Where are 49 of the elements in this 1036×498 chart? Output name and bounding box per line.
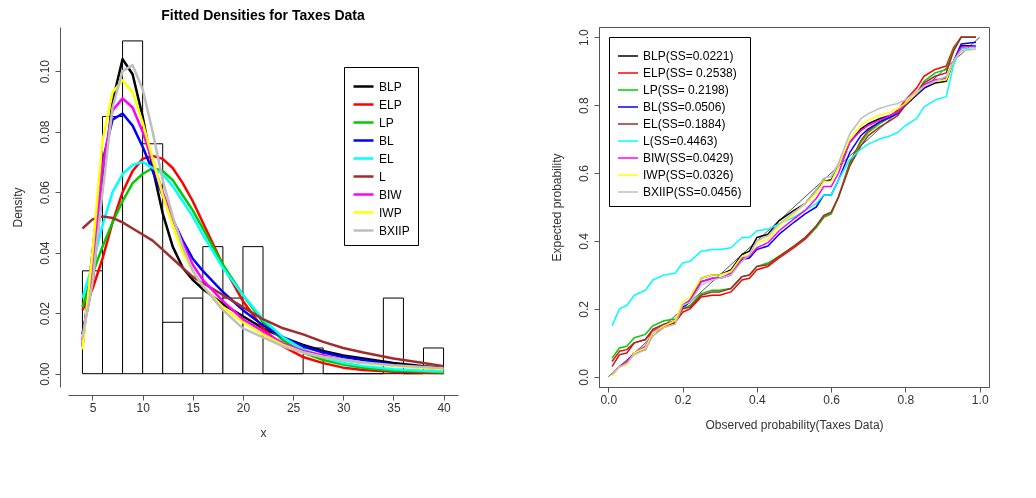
legend-label: IWP(SS=0.0326) bbox=[643, 168, 734, 182]
x-tick-label: 5 bbox=[89, 400, 97, 415]
y-axis-title: Expected probability bbox=[549, 153, 564, 262]
legend-label: BL(SS=0.0506) bbox=[643, 100, 726, 114]
y-axis-title: Density bbox=[10, 187, 25, 228]
y-tick-label: 0.04 bbox=[37, 241, 52, 265]
legend-label: BLP(SS=0.0221) bbox=[643, 49, 734, 63]
chart-title: Fitted Densities for Taxes Data bbox=[161, 7, 365, 23]
legend-label: ELP(SS= 0.2538) bbox=[643, 66, 737, 80]
x-axis-title: Observed probability(Taxes Data) bbox=[705, 417, 884, 432]
legend-label: BIW bbox=[379, 187, 403, 202]
x-tick-label: 25 bbox=[286, 400, 301, 415]
x-tick-label: 0.8 bbox=[897, 392, 915, 407]
x-tick-label: 30 bbox=[337, 400, 351, 415]
legend-label: IWP bbox=[379, 205, 402, 220]
y-tick-label: 0.00 bbox=[37, 362, 52, 386]
y-tick-label: 0.2 bbox=[576, 300, 591, 318]
x-axis-title: x bbox=[260, 425, 267, 440]
x-tick-label: 15 bbox=[186, 400, 201, 415]
legend-label: L(SS=0.4463) bbox=[643, 134, 718, 148]
legend-label: LP(SS= 0.2198) bbox=[643, 83, 729, 97]
legend-label: BXIIP bbox=[379, 223, 410, 238]
x-tick-label: 10 bbox=[136, 400, 151, 415]
y-tick-label: 0.02 bbox=[37, 301, 52, 326]
x-tick-label: 20 bbox=[236, 400, 251, 415]
y-tick-label: 0.10 bbox=[37, 59, 52, 84]
x-tick-label: 0.0 bbox=[600, 392, 618, 407]
x-tick-label: 40 bbox=[437, 400, 452, 415]
legend-label: BL bbox=[379, 133, 394, 148]
y-tick-label: 0.08 bbox=[37, 120, 52, 144]
y-tick-label: 0.6 bbox=[576, 164, 591, 182]
x-tick-label: 0.2 bbox=[674, 392, 692, 407]
legend-label: LP bbox=[379, 115, 394, 130]
y-tick-label: 0.06 bbox=[37, 180, 52, 205]
y-tick-label: 0.8 bbox=[576, 96, 591, 114]
legend-label: BXIIP(SS=0.0456) bbox=[643, 185, 742, 199]
y-tick-label: 0.4 bbox=[576, 232, 591, 250]
x-tick-label: 1.0 bbox=[971, 392, 989, 407]
x-tick-label: 0.4 bbox=[749, 392, 767, 407]
legend-label: L bbox=[379, 169, 386, 184]
legend-label: BIW(SS=0.0429) bbox=[643, 151, 734, 165]
x-tick-label: 0.6 bbox=[823, 392, 841, 407]
legend-label: ELP bbox=[379, 97, 402, 112]
legend-label: EL(SS=0.1884) bbox=[643, 117, 726, 131]
legend-label: EL bbox=[379, 151, 394, 166]
y-tick-label: 1.0 bbox=[576, 29, 591, 47]
x-tick-label: 35 bbox=[387, 400, 401, 415]
y-tick-label: 0.0 bbox=[576, 368, 591, 386]
legend-label: BLP bbox=[379, 79, 402, 94]
